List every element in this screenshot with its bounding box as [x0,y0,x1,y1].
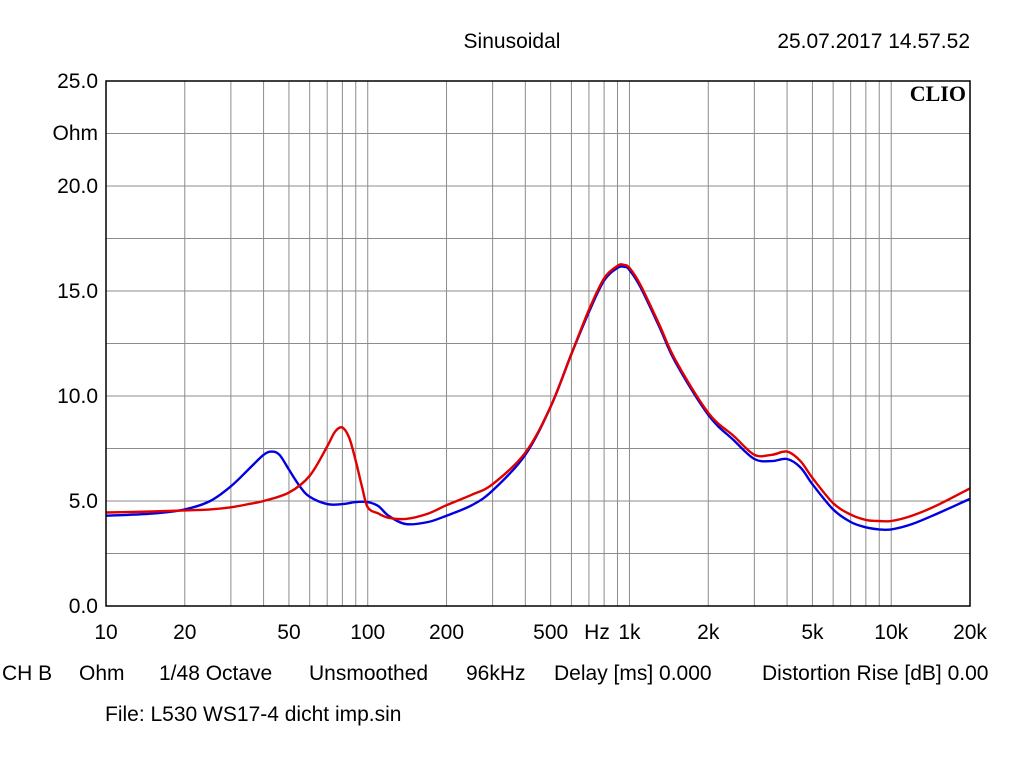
x-tick-label: 200 [429,621,464,644]
grid [106,81,970,606]
x-tick-label: 20k [953,621,987,644]
y-tick-label: 20.0 [57,175,98,198]
timestamp: 25.07.2017 14.57.52 [777,30,970,53]
unit-label: Ohm [79,662,125,685]
series-lines [105,263,971,532]
y-tick-label: 0.0 [69,595,98,618]
x-tick-labels: 10 20 50 100 200 500 1k 2k 5k 10k 20k [94,621,987,644]
channel-label: CH B [2,662,53,685]
sample-rate-label: 96kHz [466,662,526,685]
distortion-label: Distortion Rise [dB] 0.00 [762,662,989,685]
file-label: File: L530 WS17-4 dicht imp.sin [105,703,402,726]
y-tick-label: 5.0 [69,490,98,513]
x-tick-label: 100 [350,621,385,644]
plot-frame [105,80,971,607]
x-tick-label: 20 [173,621,196,644]
chart-title: Sinusoidal [464,30,561,53]
x-tick-label: 10 [94,621,117,644]
x-tick-label: 10k [874,621,908,644]
y-tick-label: 15.0 [57,280,98,303]
smoothing-label: Unsmoothed [309,662,429,685]
resolution-label: 1/48 Octave [159,662,273,685]
y-tick-label: 25.0 [57,70,98,93]
x-tick-label: 50 [277,621,300,644]
series-line-1 [105,265,971,532]
x-tick-label: 1k [618,621,641,644]
y-axis-label: Ohm [52,122,98,145]
x-tick-label: 2k [697,621,720,644]
x-tick-label: 500 [533,621,568,644]
x-axis-label: Hz [584,621,610,644]
y-tick-label: 10.0 [57,385,98,408]
delay-label: Delay [ms] 0.000 [554,662,712,685]
y-tick-labels: 0.0 5.0 10.0 15.0 20.0 25.0 [57,70,98,618]
x-tick-label: 5k [801,621,824,644]
series-line-2 [105,263,971,523]
clio-logo: CLIO [910,81,966,106]
